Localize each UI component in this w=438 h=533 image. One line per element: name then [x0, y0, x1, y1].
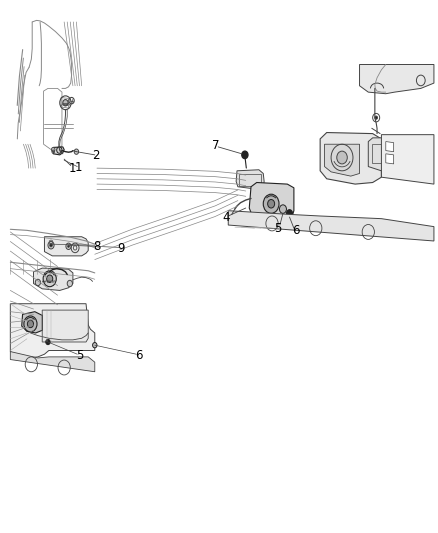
Polygon shape	[21, 312, 42, 333]
Circle shape	[46, 340, 50, 345]
Polygon shape	[359, 64, 433, 94]
Polygon shape	[44, 237, 88, 256]
Circle shape	[43, 271, 56, 287]
Circle shape	[241, 151, 247, 159]
Circle shape	[24, 316, 37, 332]
Polygon shape	[367, 138, 398, 171]
Polygon shape	[42, 310, 88, 342]
Text: 2: 2	[92, 149, 99, 163]
Circle shape	[92, 343, 97, 348]
Circle shape	[74, 149, 78, 155]
Circle shape	[336, 151, 346, 164]
Text: 7: 7	[212, 139, 219, 152]
Circle shape	[46, 275, 53, 282]
Circle shape	[48, 241, 54, 249]
Circle shape	[66, 243, 71, 249]
Circle shape	[286, 209, 292, 217]
Text: 6: 6	[291, 224, 299, 237]
Circle shape	[67, 280, 72, 287]
Text: 6: 6	[134, 349, 142, 362]
Polygon shape	[33, 268, 73, 290]
Polygon shape	[385, 142, 393, 152]
Circle shape	[374, 116, 377, 119]
Circle shape	[67, 245, 69, 247]
Polygon shape	[381, 135, 433, 184]
Circle shape	[51, 148, 55, 152]
Polygon shape	[324, 144, 359, 176]
Text: 5: 5	[274, 222, 281, 235]
Circle shape	[263, 194, 279, 213]
Polygon shape	[385, 154, 393, 164]
Polygon shape	[319, 133, 381, 184]
Bar	[239, 174, 261, 185]
Text: 1: 1	[68, 161, 76, 175]
Circle shape	[27, 320, 33, 328]
Polygon shape	[11, 304, 95, 358]
Text: 5: 5	[76, 349, 83, 362]
Circle shape	[267, 199, 274, 208]
Polygon shape	[249, 182, 293, 221]
Circle shape	[63, 100, 68, 106]
Circle shape	[279, 205, 286, 213]
Circle shape	[49, 244, 52, 247]
Text: 8: 8	[93, 240, 100, 253]
Text: 4: 4	[221, 211, 229, 224]
Polygon shape	[53, 147, 64, 155]
Text: 1: 1	[74, 161, 82, 174]
Polygon shape	[236, 169, 264, 189]
Text: 9: 9	[117, 242, 124, 255]
Polygon shape	[11, 352, 95, 372]
Polygon shape	[228, 211, 433, 241]
Bar	[371, 144, 394, 163]
Circle shape	[35, 279, 40, 286]
